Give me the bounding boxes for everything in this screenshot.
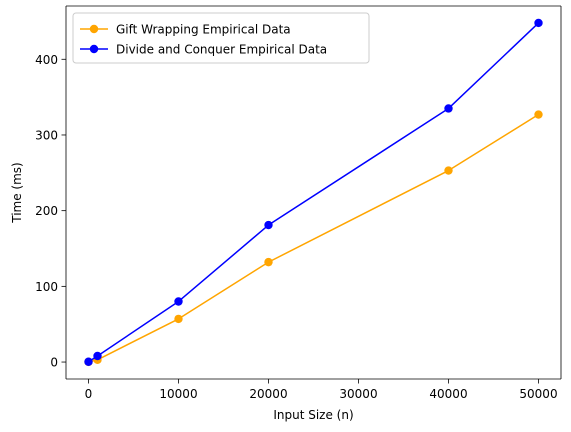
series-point-1-4 xyxy=(444,104,453,113)
series-point-1-2 xyxy=(174,297,183,306)
series-point-0-2 xyxy=(174,314,183,324)
series-point-1-3 xyxy=(264,220,273,230)
x-tick-label-3: 30000 xyxy=(339,387,377,401)
series-point-1-1 xyxy=(93,351,102,361)
legend-marker-1 xyxy=(89,44,99,54)
legend-box xyxy=(72,12,370,64)
series-point-1-0 xyxy=(84,357,93,366)
series-layer xyxy=(84,18,543,367)
y-axis-label: Time (ms) xyxy=(10,162,24,224)
x-tick-label-5: 50000 xyxy=(519,387,557,401)
series-point-0-3 xyxy=(264,257,273,267)
x-axis-label: Input Size (n) xyxy=(273,408,353,422)
y-tick-label-2: 200 xyxy=(35,204,58,218)
y-tick-label-1: 100 xyxy=(35,280,58,294)
x-tick-label-2: 20000 xyxy=(249,387,287,401)
plot-area xyxy=(66,6,561,379)
x-tick-label-4: 40000 xyxy=(429,387,467,401)
series-point-0-5 xyxy=(534,110,543,119)
legend-marker-0 xyxy=(89,24,99,34)
legend-label-0: Gift Wrapping Empirical Data xyxy=(116,23,291,37)
series-point-0-4 xyxy=(444,166,453,175)
axes-layer: 0 10000 20000 30000 40000 50000 0 100 200 300 400 xyxy=(35,5,562,401)
y-tick-label-0: 0 xyxy=(50,356,58,370)
y-tick-label-3: 300 xyxy=(35,128,58,142)
x-tick-label-0: 0 xyxy=(85,387,93,401)
y-tick-label-4: 400 xyxy=(35,53,58,67)
legend: Gift Wrapping Empirical Data Divide and C… xyxy=(72,12,370,64)
x-tick-label-1: 10000 xyxy=(159,387,197,401)
legend-label-1: Divide and Conquer Empirical Data xyxy=(116,43,327,57)
series-point-1-5 xyxy=(534,18,543,28)
legend-entries: Gift Wrapping Empirical Data Divide and C… xyxy=(80,23,327,57)
